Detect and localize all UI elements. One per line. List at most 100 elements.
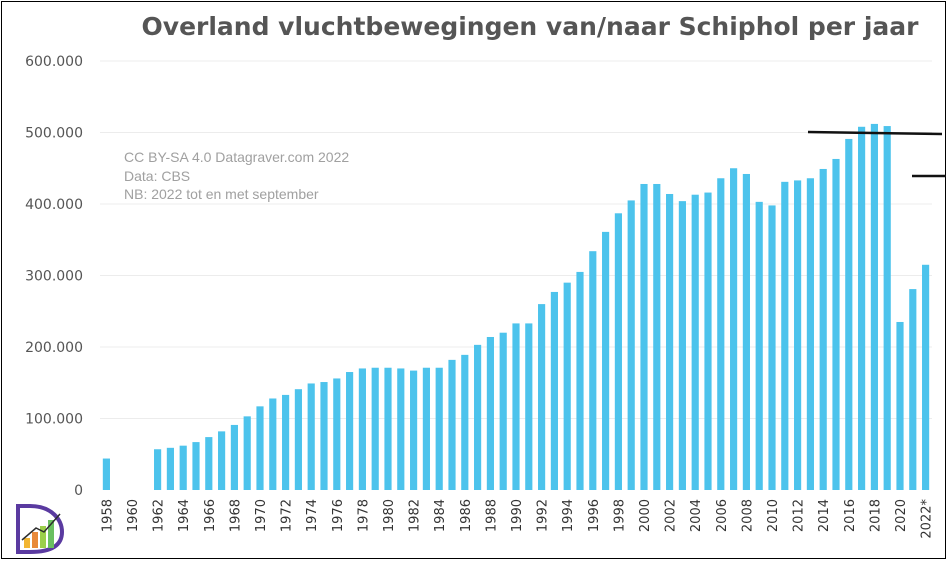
datagraver-logo bbox=[16, 504, 65, 554]
bar bbox=[602, 231, 610, 490]
x-tick-label: 1992 bbox=[536, 499, 551, 532]
bar bbox=[781, 181, 789, 490]
x-tick-label: 1976 bbox=[331, 499, 346, 532]
x-tick-label: 2016 bbox=[843, 499, 858, 532]
bar bbox=[461, 354, 469, 490]
bar bbox=[563, 282, 571, 490]
y-tick-label: 500.000 bbox=[25, 126, 83, 142]
x-tick-label: 2004 bbox=[689, 499, 704, 532]
x-tick-label: 1972 bbox=[280, 499, 295, 532]
bar bbox=[192, 442, 200, 490]
y-tick-label: 0 bbox=[74, 483, 83, 499]
bar bbox=[627, 200, 635, 491]
x-tick-label: 1970 bbox=[254, 499, 269, 532]
bar bbox=[550, 291, 558, 490]
bar bbox=[243, 416, 251, 490]
bar bbox=[819, 168, 827, 490]
annotation-block: CC BY-SA 4.0 Datagraver.com 2022 Data: C… bbox=[124, 149, 349, 202]
bar bbox=[742, 173, 750, 490]
x-tick-label: 1984 bbox=[433, 499, 448, 532]
x-tick-label: 1974 bbox=[305, 499, 320, 532]
bar bbox=[474, 344, 482, 490]
x-tick-label: 1958 bbox=[100, 499, 115, 532]
x-tick-label: 2020 bbox=[894, 499, 909, 532]
bar bbox=[832, 158, 840, 490]
bar bbox=[525, 323, 533, 490]
x-tick-label: 2014 bbox=[817, 499, 832, 532]
bar bbox=[730, 168, 738, 490]
x-tick-label: 2010 bbox=[766, 499, 781, 532]
x-tick-label: 1968 bbox=[228, 499, 243, 532]
bar bbox=[371, 367, 379, 490]
bar bbox=[896, 321, 904, 490]
y-tick-label: 300.000 bbox=[25, 269, 83, 285]
bar bbox=[307, 383, 315, 490]
bar bbox=[294, 389, 302, 490]
bar bbox=[653, 183, 661, 491]
bar bbox=[755, 201, 763, 491]
x-tick-label: 1990 bbox=[510, 499, 525, 532]
bar bbox=[102, 458, 110, 490]
bar bbox=[269, 398, 277, 490]
bar bbox=[333, 378, 341, 490]
bar bbox=[704, 192, 712, 490]
x-tick-label: 1960 bbox=[126, 499, 141, 532]
bar bbox=[499, 332, 507, 490]
bar bbox=[282, 394, 290, 490]
bar bbox=[666, 193, 674, 491]
gridlines bbox=[100, 60, 932, 419]
bar bbox=[218, 431, 226, 490]
bar bbox=[486, 336, 494, 490]
x-tick-label: 1998 bbox=[612, 499, 627, 532]
bars bbox=[102, 123, 930, 491]
bar bbox=[922, 264, 930, 490]
x-tick-label: 2002 bbox=[664, 499, 679, 532]
annotation-license: CC BY-SA 4.0 Datagraver.com 2022 bbox=[124, 149, 349, 165]
bar bbox=[154, 449, 162, 490]
x-tick-label: 1980 bbox=[382, 499, 397, 532]
bar bbox=[256, 406, 264, 490]
bar bbox=[794, 180, 802, 490]
bar bbox=[589, 251, 597, 490]
bar bbox=[576, 271, 584, 490]
bar bbox=[538, 304, 546, 490]
bar bbox=[883, 126, 891, 490]
reference-line-upper bbox=[807, 130, 943, 136]
y-tick-label: 200.000 bbox=[25, 340, 83, 356]
bar bbox=[806, 178, 814, 490]
bar bbox=[870, 123, 878, 491]
bar bbox=[320, 382, 328, 490]
x-tick-label: 2008 bbox=[740, 499, 755, 532]
bar bbox=[512, 323, 520, 490]
x-tick-label: 1962 bbox=[152, 499, 167, 532]
bar bbox=[166, 447, 174, 490]
y-axis-ticks: 0 100.000 200.000 300.000 400.000 500.000 600.… bbox=[25, 54, 83, 499]
y-tick-label: 100.000 bbox=[25, 412, 83, 428]
bar bbox=[230, 424, 238, 490]
x-tick-label: 2012 bbox=[792, 499, 807, 532]
bar bbox=[435, 367, 443, 490]
y-tick-label: 400.000 bbox=[25, 197, 83, 213]
bar bbox=[845, 138, 853, 490]
y-tick-label: 600.000 bbox=[25, 54, 83, 70]
bar bbox=[422, 367, 430, 490]
bar bbox=[384, 367, 392, 490]
bar bbox=[678, 201, 686, 490]
x-tick-label: 1986 bbox=[459, 499, 474, 532]
annotation-source: Data: CBS bbox=[124, 168, 190, 184]
x-tick-label: 1996 bbox=[587, 499, 602, 532]
x-tick-label: 2006 bbox=[715, 499, 730, 532]
bar bbox=[410, 370, 418, 490]
x-tick-label: 2000 bbox=[638, 499, 653, 532]
bar bbox=[397, 368, 405, 490]
x-tick-label: 2022* bbox=[920, 499, 935, 539]
annotation-note: NB: 2022 tot en met september bbox=[124, 186, 319, 202]
bar bbox=[858, 126, 866, 490]
bar bbox=[717, 178, 725, 490]
bar bbox=[448, 359, 456, 490]
bar bbox=[691, 194, 699, 490]
bar bbox=[640, 183, 648, 491]
bar bbox=[179, 445, 187, 490]
bar bbox=[358, 368, 366, 490]
